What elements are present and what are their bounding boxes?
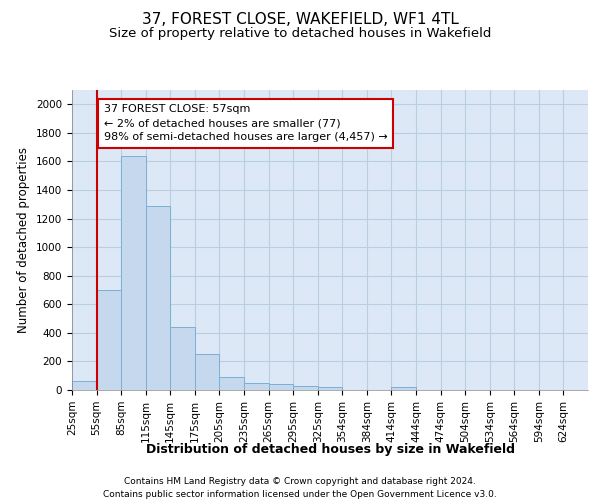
Text: Contains HM Land Registry data © Crown copyright and database right 2024.: Contains HM Land Registry data © Crown c… (124, 478, 476, 486)
Text: Size of property relative to detached houses in Wakefield: Size of property relative to detached ho… (109, 28, 491, 40)
Bar (72, 380, 97, 390)
Bar (121, 156, 146, 390)
Text: 37 FOREST CLOSE: 57sqm
← 2% of detached houses are smaller (77)
98% of semi-deta: 37 FOREST CLOSE: 57sqm ← 2% of detached … (104, 104, 388, 142)
Bar (220, 378, 244, 390)
Bar (391, 388, 416, 390)
Text: 37, FOREST CLOSE, WAKEFIELD, WF1 4TL: 37, FOREST CLOSE, WAKEFIELD, WF1 4TL (142, 12, 458, 28)
Bar (318, 387, 342, 390)
Text: Contains public sector information licensed under the Open Government Licence v3: Contains public sector information licen… (103, 490, 497, 499)
Bar (170, 327, 195, 390)
Bar (195, 354, 220, 390)
Bar (244, 382, 269, 390)
Bar (293, 386, 318, 390)
Y-axis label: Number of detached properties: Number of detached properties (17, 147, 31, 333)
Text: Distribution of detached houses by size in Wakefield: Distribution of detached houses by size … (146, 442, 515, 456)
Bar (269, 384, 293, 390)
Bar (97, 290, 121, 390)
Bar (146, 206, 170, 390)
